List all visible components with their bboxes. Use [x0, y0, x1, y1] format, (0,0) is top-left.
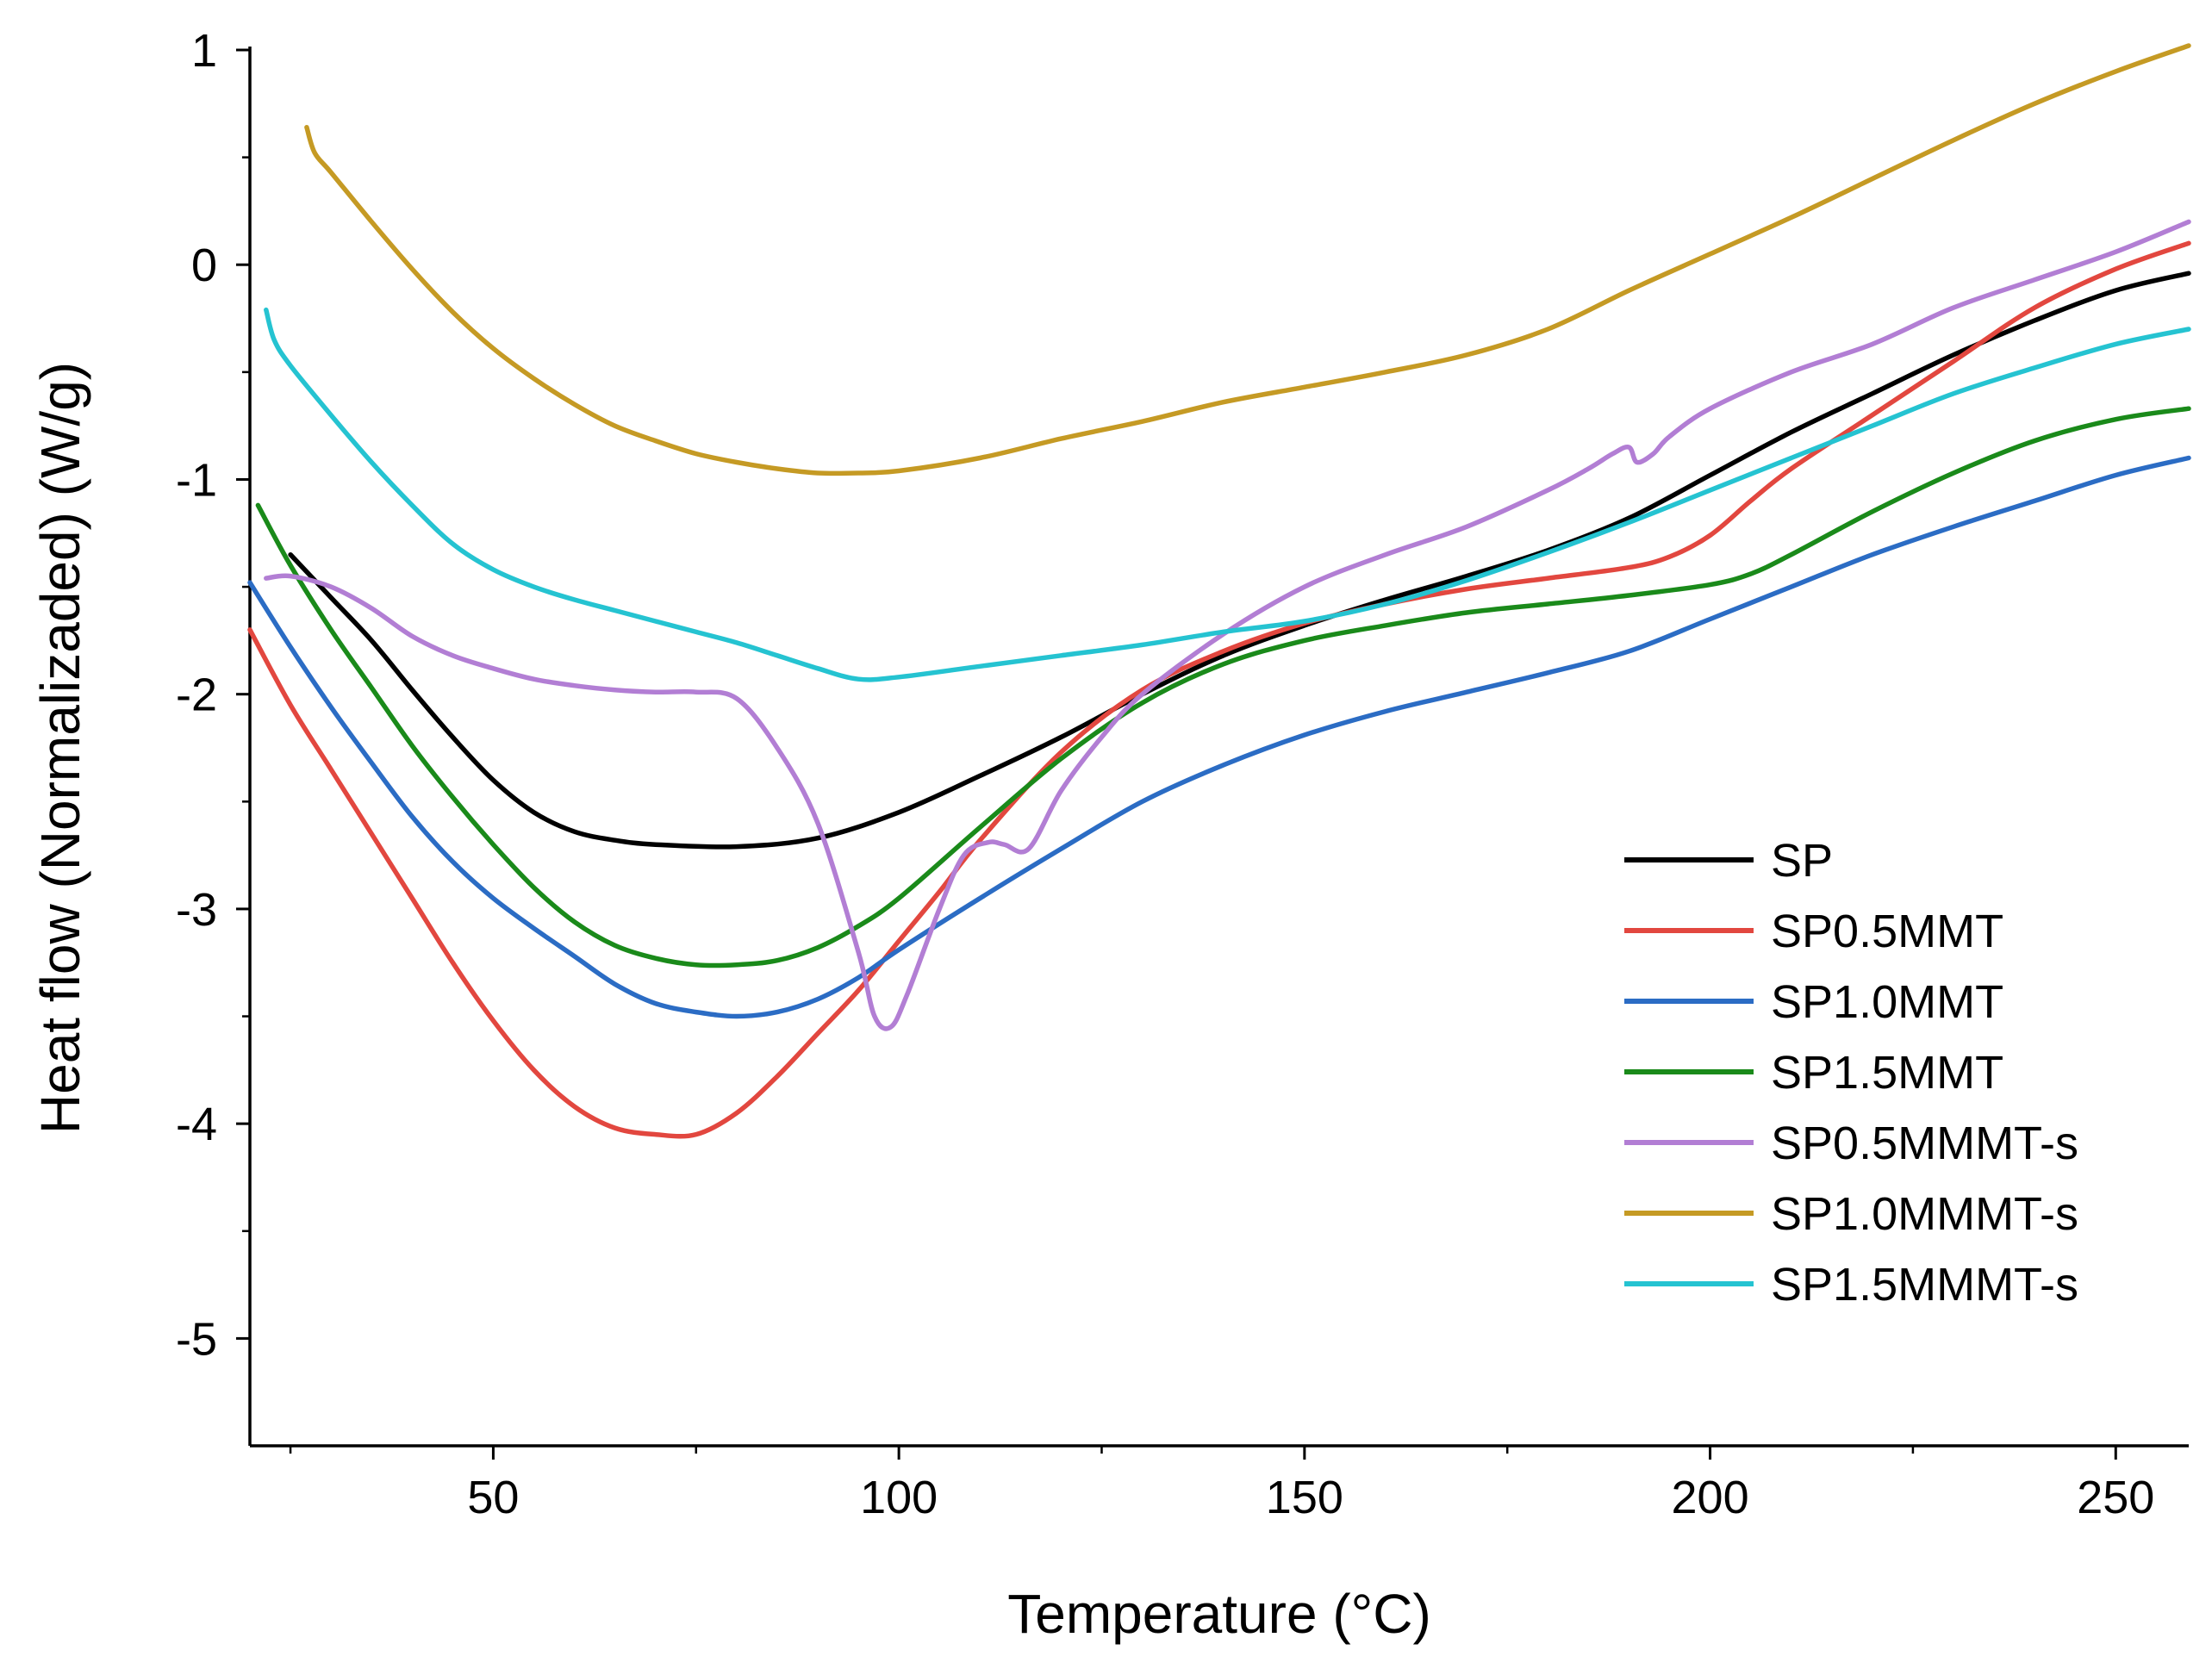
- x-tick-label: 250: [2077, 1472, 2154, 1523]
- series-line-sp0-5mmt: [247, 240, 2191, 1139]
- y-axis-title: Heat flow (Normalizaded) (W/g): [29, 362, 91, 1134]
- series-line-sp1-5mmmt-s: [264, 307, 2191, 682]
- legend-label: SP1.5MMMT-s: [1771, 1259, 2078, 1311]
- series-line-sp1-5mmt: [255, 406, 2191, 968]
- y-tick-label: 1: [191, 25, 217, 77]
- y-tick-label: 0: [191, 240, 217, 291]
- legend-label: SP0.5MMT: [1771, 906, 2003, 957]
- legend-label: SP1.0MMMT-s: [1771, 1188, 2078, 1240]
- legend-label: SP1.5MMT: [1771, 1047, 2003, 1099]
- series-line-sp1-0mmt: [247, 455, 2191, 1019]
- series-line-sp: [288, 271, 2191, 850]
- series-lines: [247, 43, 2191, 1139]
- x-tick-label: 200: [1672, 1472, 1749, 1523]
- legend: SP SP0.5MMT SP1.0MMT SP1.5MMT SP0.5MMMT-s SP1…: [1624, 835, 2078, 1311]
- y-tick-label: -4: [176, 1099, 217, 1150]
- x-tick-label: 50: [467, 1472, 519, 1523]
- y-tick-label: -3: [176, 884, 217, 936]
- y-tick-label: -5: [176, 1313, 217, 1365]
- y-tick-label: -1: [176, 454, 217, 506]
- series-line-sp1-0mmmt-s: [304, 43, 2191, 476]
- x-tick-label: 100: [860, 1472, 938, 1523]
- legend-label: SP: [1771, 835, 1833, 887]
- legend-label: SP0.5MMMT-s: [1771, 1118, 2078, 1169]
- x-axis-title: Temperature (°C): [1007, 1583, 1431, 1645]
- series-line-sp0-5mmmt-s: [264, 219, 2191, 1031]
- axes: 50 100 150 200 250 1 0 -1 -2 -3 -4 -5: [176, 25, 2189, 1523]
- y-tick-label: -2: [176, 669, 217, 721]
- legend-label: SP1.0MMT: [1771, 976, 2003, 1028]
- x-tick-label: 150: [1266, 1472, 1343, 1523]
